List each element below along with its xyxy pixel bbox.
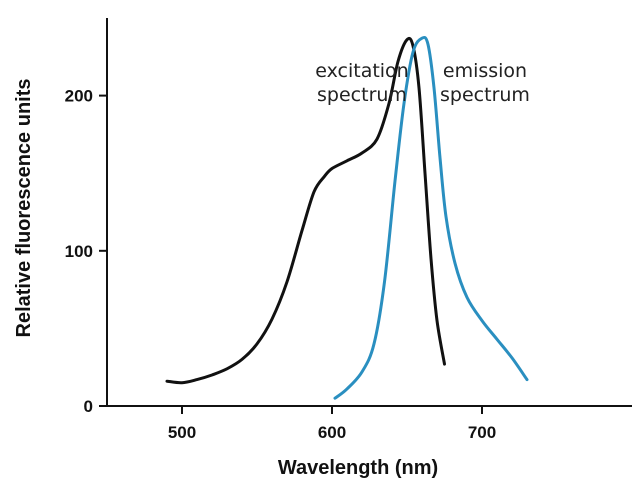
y-axis-ticks: 0 100 200 <box>65 87 107 416</box>
y-tick-label: 100 <box>65 242 93 261</box>
y-tick-label: 200 <box>65 87 93 106</box>
x-tick-label: 600 <box>318 423 346 442</box>
series-group <box>165 35 529 400</box>
x-axis-ticks: 500 600 700 <box>168 406 496 442</box>
x-tick-label: 700 <box>468 423 496 442</box>
y-axis-label: Relative fluorescence units <box>13 79 35 338</box>
excitation-annotation: excitation spectrum <box>315 60 408 106</box>
x-axis-label: Wavelength (nm) <box>278 457 438 479</box>
emission-annotation: emission spectrum <box>440 60 530 106</box>
x-tick-label: 500 <box>168 423 196 442</box>
annotation-line: spectrum <box>440 84 530 106</box>
annotation-line: spectrum <box>317 84 407 106</box>
excitation-spectrum-line <box>165 36 446 385</box>
y-tick-label: 0 <box>84 397 93 416</box>
annotation-line: excitation <box>315 60 408 82</box>
emission-spectrum-line <box>333 35 529 400</box>
annotation-line: emission <box>443 60 527 82</box>
